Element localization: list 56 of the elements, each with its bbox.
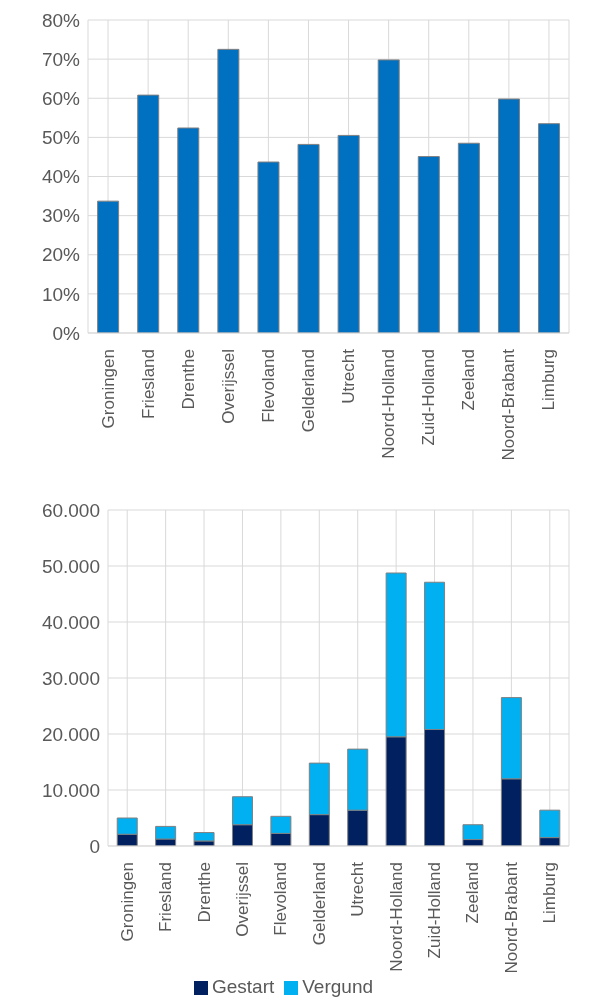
y-tick-label: 20.000 (41, 723, 100, 745)
y-tick-label: 70% (41, 48, 81, 70)
x-tick-label: Noord-Brabant (501, 861, 521, 974)
x-tick-label: Groningen (117, 862, 137, 942)
y-tick-label: 50% (41, 127, 81, 149)
y-tick-label: 40% (41, 166, 81, 188)
y-tick-label: 20% (41, 244, 81, 266)
x-tick-label: Utrecht (348, 861, 368, 917)
x-tick-label: Friesland (138, 349, 158, 419)
x-tick-label: Flevoland (271, 862, 291, 936)
y-tick-label: 80% (41, 9, 81, 31)
y-tick-label: 30.000 (41, 667, 100, 689)
bar (257, 161, 280, 333)
x-tick-label: Gelderland (309, 862, 329, 946)
bar (97, 200, 120, 333)
y-tick-label: 10% (41, 283, 81, 305)
bar (297, 143, 320, 333)
x-tick-label: Drenthe (178, 349, 198, 410)
x-tick-label: Drenthe (194, 862, 214, 923)
legend-label: Gestart (211, 976, 275, 997)
x-tick-label: Noord-Holland (386, 862, 406, 972)
bar (193, 832, 215, 842)
bar (538, 123, 561, 333)
x-tick-label: Zuid-Holland (425, 862, 445, 959)
y-tick-label: 0 (89, 835, 100, 857)
x-tick-label: Limburg (540, 862, 560, 924)
x-tick-label: Zeeland (463, 862, 483, 924)
x-tick-label: Gelderland (298, 349, 318, 433)
y-tick-label: 60% (41, 88, 81, 109)
x-tick-label: Overijssel (218, 349, 238, 424)
bar (497, 98, 520, 333)
y-tick-label: 30% (41, 205, 81, 227)
bar (337, 134, 360, 333)
x-tick-label: Zuid-Holland (419, 349, 439, 446)
legend-label: Vergund (302, 976, 374, 997)
bar (377, 59, 400, 333)
y-tick-label: 40.000 (41, 611, 100, 633)
x-tick-label: Noord-Brabant (499, 348, 519, 461)
x-tick-label: Utrecht (339, 348, 359, 404)
y-tick-label: 0% (52, 322, 81, 344)
y-tick-label: 50.000 (41, 555, 100, 577)
x-tick-label: Zeeland (459, 349, 479, 411)
x-tick-label: Overijssel (232, 862, 252, 937)
bar (137, 94, 160, 333)
bar (417, 156, 440, 333)
bar (217, 48, 240, 333)
x-tick-label: Noord-Holland (379, 349, 399, 459)
y-tick-label: 60.000 (41, 499, 100, 521)
bar (462, 824, 484, 841)
bar (177, 127, 200, 333)
x-tick-label: Friesland (156, 862, 176, 932)
x-tick-label: Flevoland (258, 349, 278, 423)
x-tick-label: Groningen (98, 349, 118, 429)
x-tick-label: Limburg (539, 349, 559, 411)
y-tick-label: 10.000 (41, 779, 100, 801)
bar (457, 142, 480, 333)
